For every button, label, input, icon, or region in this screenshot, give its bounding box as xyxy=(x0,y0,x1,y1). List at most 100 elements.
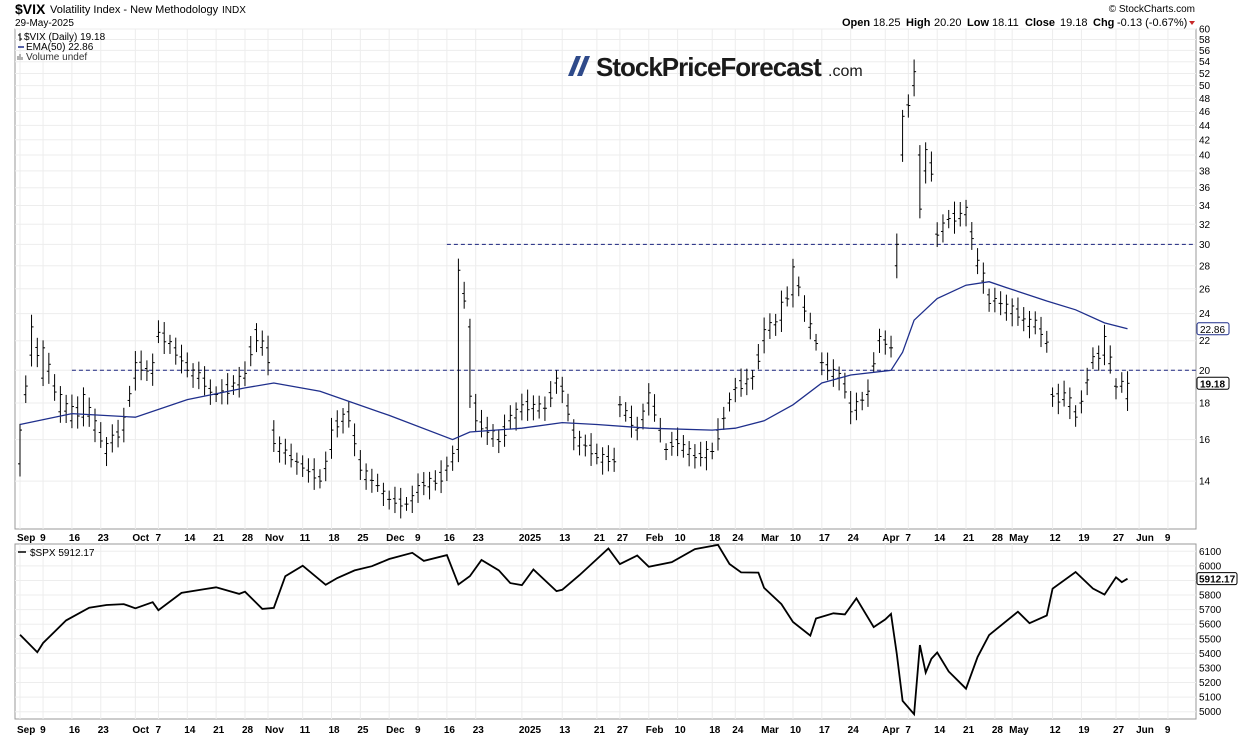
x-tick-label: 24 xyxy=(848,725,860,736)
x-tick-label: 21 xyxy=(213,725,225,736)
x-tick-label: 12 xyxy=(1050,725,1062,736)
ohlc-bar xyxy=(721,406,726,430)
ohlc-bar xyxy=(387,490,392,510)
ohlc-bar xyxy=(1004,294,1009,321)
ohlc-bar xyxy=(727,392,732,412)
x-tick-label: 2025 xyxy=(519,725,542,736)
x-tick-label: 23 xyxy=(473,533,485,544)
ohlc-bar xyxy=(900,109,905,162)
ohlc-bar xyxy=(271,420,276,452)
ohlc-bar xyxy=(640,403,645,430)
ohlc-bar xyxy=(877,328,882,353)
ohlc-bar xyxy=(392,486,397,514)
ohlc-bar xyxy=(369,468,374,493)
ohlc-bar xyxy=(929,151,934,182)
ohlc-bar xyxy=(946,209,951,229)
ohlc-bar xyxy=(1027,310,1032,339)
x-tick-label: 28 xyxy=(992,725,1004,736)
x-tick-label: 9 xyxy=(40,725,46,736)
ohlc-bar xyxy=(756,344,761,370)
ohlc-bar xyxy=(710,442,715,460)
ohlc-bar xyxy=(508,405,513,429)
x-tick-label: 10 xyxy=(790,725,802,736)
ohlc-bar xyxy=(773,313,778,336)
copyright: © StockCharts.com xyxy=(1109,4,1195,15)
legend-top: $VIX (Daily) 19.18 EMA(50) 22.86 Volume … xyxy=(17,32,106,63)
svg-text:5912.17: 5912.17 xyxy=(1199,575,1236,586)
ema-50-line xyxy=(19,281,1128,441)
ohlc-bar xyxy=(237,366,242,398)
ohlc-bar xyxy=(531,395,536,421)
ohlc-bar xyxy=(398,487,403,519)
y-tick-5600: 5600 xyxy=(1199,620,1222,631)
x-tick-label: 18 xyxy=(709,725,721,736)
y-tick-6000: 6000 xyxy=(1199,561,1222,572)
x-tick-label: 16 xyxy=(444,533,456,544)
svg-text:$VIX (Daily) 19.18: $VIX (Daily) 19.18 xyxy=(24,32,106,43)
ohlc-bar xyxy=(231,375,236,395)
x-tick-label: 14 xyxy=(184,533,196,544)
x-tick-label: Dec xyxy=(386,725,405,736)
x-tick-label: 7 xyxy=(155,533,161,544)
ohlc-bar xyxy=(814,333,819,351)
ohlc-bar xyxy=(1125,371,1130,411)
ohlc-bar xyxy=(92,408,97,443)
ohlc-bar xyxy=(560,376,565,404)
chart-date: 29-May-2025 xyxy=(15,18,74,29)
ohlc-bar xyxy=(364,463,369,490)
x-tick-label: 18 xyxy=(328,533,340,544)
y-tick-5700: 5700 xyxy=(1199,605,1222,616)
ohlc-bar xyxy=(548,381,553,408)
ohlc-bar xyxy=(514,402,519,431)
x-tick-label: 23 xyxy=(98,725,110,736)
svg-text:Open: Open xyxy=(842,17,870,29)
svg-text:20.20: 20.20 xyxy=(934,17,962,29)
ohlc-bar xyxy=(617,396,622,418)
ohlc-bar xyxy=(525,389,530,421)
y-tick-18: 18 xyxy=(1199,399,1211,410)
svg-text:$SPX 5912.17: $SPX 5912.17 xyxy=(30,548,95,559)
ohlc-bar xyxy=(646,383,651,416)
ohlc-bar xyxy=(450,445,455,471)
ohlc-bar xyxy=(439,460,444,494)
svg-text:Volume undef: Volume undef xyxy=(26,52,87,63)
svg-text:18.11: 18.11 xyxy=(992,17,1019,29)
ohlc-bar xyxy=(912,59,917,97)
ohlc-bar xyxy=(1119,372,1124,393)
ohlc-bar xyxy=(312,458,317,490)
ohlc-bar xyxy=(467,318,472,408)
y-tick-16: 16 xyxy=(1199,435,1211,446)
y-tick-30: 30 xyxy=(1199,240,1211,251)
y-tick-42: 42 xyxy=(1199,135,1211,146)
ohlc-bar xyxy=(29,314,34,367)
ohlc-bar xyxy=(519,393,524,421)
ohlc-bar xyxy=(1085,367,1090,396)
ohlc-bar xyxy=(352,423,357,457)
ohlc-bar xyxy=(715,418,720,451)
price-panel xyxy=(14,28,1197,530)
x-tick-label: 12 xyxy=(1050,533,1062,544)
y-tick-5300: 5300 xyxy=(1199,663,1222,674)
ohlc-bar xyxy=(762,317,767,354)
x-tick-label: 13 xyxy=(559,725,571,736)
ohlc-bar xyxy=(1015,297,1020,326)
ohlc-bar xyxy=(571,419,576,451)
ohlc-bar xyxy=(687,441,692,467)
ohlc-bar xyxy=(58,386,63,423)
ohlc-bar xyxy=(542,396,547,421)
ohlc-bar xyxy=(819,352,824,376)
svg-text:.com: .com xyxy=(828,63,863,80)
ohlc-bar xyxy=(802,295,807,322)
svg-text:-0.13 (-0.67%): -0.13 (-0.67%) xyxy=(1117,17,1187,29)
y-tick-14: 14 xyxy=(1199,477,1211,488)
x-tick-label: 27 xyxy=(1113,725,1125,736)
x-tick-label: Jun xyxy=(1136,725,1154,736)
x-tick-label: 14 xyxy=(934,725,946,736)
ohlc-bar xyxy=(796,276,801,297)
ohlc-bar xyxy=(191,363,196,388)
ohlc-bar xyxy=(871,352,876,373)
ohlc-bar xyxy=(1102,324,1107,366)
ohlc-bar xyxy=(173,337,178,365)
x-tick-label: 13 xyxy=(559,533,571,544)
y-tick-5000: 5000 xyxy=(1199,707,1222,718)
